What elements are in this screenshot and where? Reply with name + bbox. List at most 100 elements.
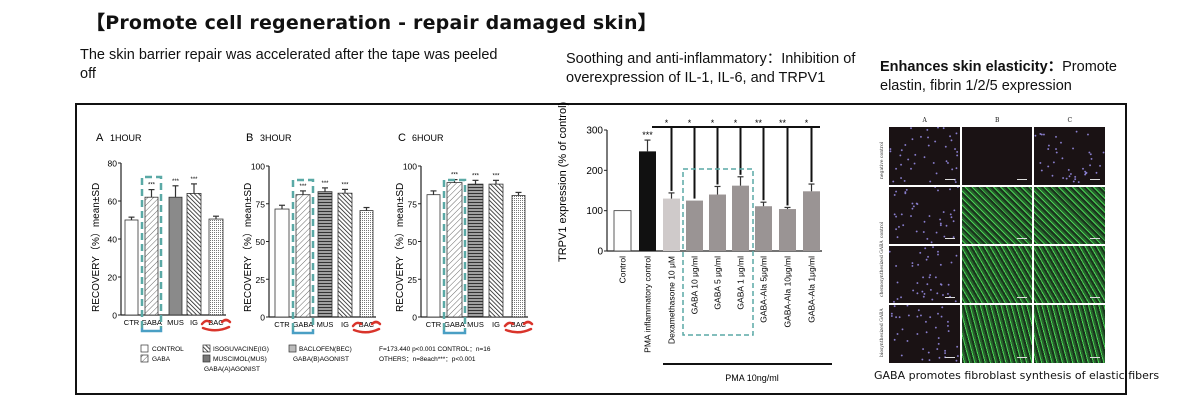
- significance-label: *: [711, 118, 715, 128]
- legend-swatch-mus: [202, 354, 211, 363]
- x-tick-label: CTR: [124, 318, 140, 327]
- y-tick-label: 0: [412, 313, 417, 323]
- bar-mus: [317, 191, 333, 318]
- bar-ig: [488, 183, 504, 318]
- x-tick-label: CTR: [274, 320, 290, 329]
- y-tick-label: 100: [251, 162, 265, 172]
- x-tick-label: Control: [618, 256, 628, 284]
- x-tick-label: IG: [190, 318, 198, 327]
- section-elasticity-text: Promote elastin, fibrin 1/2/5 expression: [880, 59, 1117, 94]
- bar-gaba-ala-1-g-ml: [803, 191, 820, 251]
- bac-mark: [503, 320, 534, 334]
- scale-bar: [1090, 296, 1100, 298]
- significance-label: ***: [299, 184, 307, 190]
- x-tick-label: PMA inflammatory control: [643, 256, 653, 353]
- grid-column-header: C: [1067, 117, 1073, 124]
- bar-mus: [168, 196, 183, 316]
- significance-label: ***: [190, 177, 198, 183]
- significance-label: ***: [492, 173, 500, 179]
- stats-line-1: F=173.440 p<0.001 CONTROL：n=16: [379, 346, 491, 353]
- legend-gaba: GABA: [152, 356, 171, 363]
- gaba-category-box: [291, 330, 315, 335]
- significance-label: *: [805, 118, 809, 128]
- legend-ig: ISOGUVACINE(IG): [213, 346, 269, 353]
- scale-bar: [1090, 356, 1100, 358]
- legend-swatch-ig: [202, 344, 211, 353]
- scale-bar: [945, 237, 955, 239]
- fluorescence-image: [962, 127, 1032, 185]
- x-tick-label: CTR: [426, 320, 442, 329]
- bar-gaba-5-g-ml: [709, 194, 726, 251]
- x-tick-label: GABA 5 μg/ml: [713, 256, 723, 310]
- legend-bac: BACLOFEN(BEC): [299, 346, 352, 353]
- scale-bar: [1017, 356, 1027, 358]
- x-tick-label: IG: [341, 320, 349, 329]
- fluorescence-image: [889, 187, 960, 244]
- x-tick-label: GABA-Ala 10μg/ml: [783, 256, 793, 328]
- scale-bar: [1017, 296, 1027, 298]
- bar-ctr: [124, 219, 139, 316]
- y-tick-label: 100: [586, 206, 603, 217]
- fluorescence-image: [962, 305, 1032, 363]
- bar-control: [613, 210, 632, 252]
- significance-label: ***: [148, 183, 156, 189]
- x-tick-label: GABA: [444, 320, 465, 329]
- fluorescence-image: [1034, 187, 1105, 244]
- bar-ctr: [426, 194, 441, 318]
- gaba-highlight-box: [291, 178, 315, 330]
- gaba-highlight-box: [140, 175, 163, 328]
- chart-a-ylabel: RECOVERY（%）mean±SD: [90, 183, 102, 312]
- y-tick-label: 75: [408, 199, 418, 209]
- section-elasticity: Enhances skin elasticity：Promote elastin…: [880, 58, 1150, 96]
- x-tick-label: Dexamethasone 10 μM: [667, 256, 677, 344]
- bac-mark: [200, 318, 232, 332]
- x-tick-label: MUS: [317, 320, 334, 329]
- legend-swatch-control: [140, 344, 149, 353]
- y-tick-label: 0: [112, 311, 117, 321]
- x-tick-label: IG: [492, 320, 500, 329]
- fluorescence-image: [889, 305, 960, 363]
- y-tick-label: 50: [408, 237, 418, 247]
- fluorescence-image: [889, 246, 960, 303]
- x-tick-label: GABA 1 μg/ml: [736, 256, 746, 310]
- legend-mus: MUSCIMOL(MUS): [213, 356, 267, 363]
- y-tick-label: 40: [108, 235, 118, 245]
- grid-row-label: control: [880, 221, 885, 238]
- y-tick-label: 80: [108, 159, 118, 169]
- bar-bac: [359, 210, 374, 318]
- bac-mark: [351, 320, 382, 334]
- x-tick-label: GABA-Ala 1μg/ml: [807, 256, 817, 323]
- bar-gaba: [144, 196, 159, 316]
- chart-b-ylabel: RECOVERY（%）mean±SD: [242, 183, 254, 312]
- y-tick-label: 0: [597, 247, 603, 258]
- panel-a-letter: A: [96, 132, 104, 144]
- x-tick-label: BAC: [511, 320, 527, 329]
- stats-line-2: OTHERS：n=8each***：p<0.001: [379, 356, 476, 363]
- significance-label: ***: [451, 173, 459, 179]
- fluorescence-image: [1034, 127, 1105, 185]
- x-tick-label: MUS: [467, 320, 484, 329]
- section-soothing-text: Soothing and anti-inflammatory：Inhibitio…: [566, 51, 856, 86]
- fluorescence-image: [962, 246, 1032, 303]
- fluorescence-image: [889, 127, 960, 185]
- legend-group-b: GABA(B)AGONIST: [293, 356, 349, 363]
- scale-bar: [1017, 178, 1027, 180]
- grid-row-label: negative control: [880, 141, 885, 179]
- x-tick-label: GABA-Ala 5μg/ml: [759, 256, 769, 323]
- x-tick-label: MUS: [167, 318, 184, 327]
- grid-column-header: B: [995, 117, 1000, 124]
- y-tick-label: 75: [256, 199, 266, 209]
- gaba-category-box: [442, 330, 467, 335]
- scale-bar: [945, 178, 955, 180]
- significance-label: *: [665, 118, 669, 128]
- panel-a-title: 1HOUR: [110, 133, 142, 143]
- bar-bac: [511, 195, 526, 318]
- bar-gaba-ala-5-g-ml: [755, 206, 772, 251]
- chart-c-ylabel: RECOVERY（%）mean±SD: [394, 183, 406, 312]
- scale-bar: [945, 356, 955, 358]
- bar-ig: [337, 192, 353, 318]
- section-barrier-text: The skin barrier repair was accelerated …: [80, 47, 498, 82]
- pma-group-label: PMA 10ng/ml: [725, 373, 779, 383]
- scale-bar: [1090, 237, 1100, 239]
- significance-label: ***: [321, 181, 329, 187]
